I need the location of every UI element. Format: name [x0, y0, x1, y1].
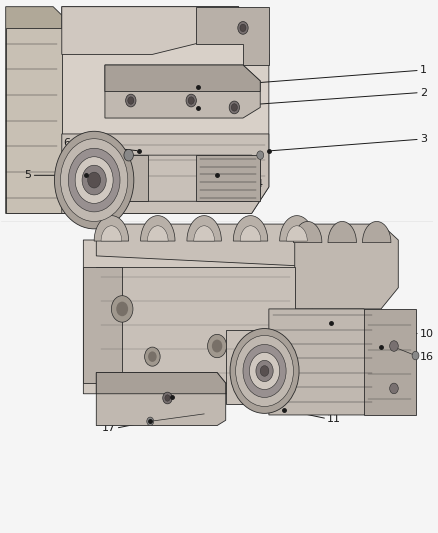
- Polygon shape: [195, 7, 269, 65]
- Polygon shape: [96, 266, 295, 383]
- Circle shape: [124, 149, 134, 161]
- Text: 18: 18: [123, 399, 137, 409]
- Circle shape: [390, 383, 398, 394]
- Circle shape: [186, 94, 196, 107]
- Circle shape: [257, 151, 264, 159]
- Polygon shape: [293, 222, 322, 243]
- Circle shape: [243, 344, 286, 398]
- Polygon shape: [96, 373, 226, 425]
- Text: 3: 3: [420, 134, 427, 144]
- Circle shape: [236, 335, 293, 407]
- Circle shape: [240, 24, 246, 31]
- Circle shape: [54, 131, 134, 229]
- Text: 6: 6: [64, 139, 71, 149]
- Circle shape: [128, 97, 134, 104]
- Polygon shape: [194, 226, 215, 241]
- Polygon shape: [105, 65, 260, 92]
- Circle shape: [390, 341, 398, 351]
- Polygon shape: [141, 216, 175, 241]
- Circle shape: [82, 165, 106, 195]
- Circle shape: [212, 340, 223, 352]
- Text: 1: 1: [420, 66, 427, 75]
- Circle shape: [148, 351, 157, 362]
- Circle shape: [250, 352, 279, 390]
- Text: 2: 2: [420, 87, 427, 98]
- Circle shape: [163, 392, 172, 404]
- Polygon shape: [295, 224, 398, 309]
- Text: 11: 11: [327, 414, 341, 424]
- Circle shape: [238, 21, 248, 34]
- Polygon shape: [6, 28, 62, 214]
- Circle shape: [412, 351, 419, 360]
- Polygon shape: [118, 155, 260, 201]
- Polygon shape: [105, 65, 260, 118]
- Polygon shape: [364, 309, 416, 415]
- Circle shape: [126, 94, 136, 107]
- Circle shape: [75, 157, 113, 204]
- Polygon shape: [279, 216, 314, 241]
- Polygon shape: [328, 222, 357, 243]
- Circle shape: [68, 148, 120, 212]
- Polygon shape: [286, 226, 307, 241]
- Circle shape: [145, 347, 160, 366]
- Polygon shape: [83, 266, 122, 383]
- Polygon shape: [62, 7, 239, 54]
- Polygon shape: [96, 224, 329, 266]
- Polygon shape: [195, 155, 260, 201]
- Polygon shape: [269, 309, 377, 415]
- Text: 17: 17: [102, 423, 116, 433]
- Polygon shape: [96, 373, 226, 394]
- Polygon shape: [101, 226, 122, 241]
- Circle shape: [60, 139, 128, 221]
- Circle shape: [88, 172, 101, 188]
- Circle shape: [188, 97, 194, 104]
- Circle shape: [231, 104, 237, 111]
- Polygon shape: [233, 216, 268, 241]
- Circle shape: [256, 360, 273, 382]
- Polygon shape: [83, 240, 325, 394]
- Circle shape: [260, 366, 269, 376]
- Polygon shape: [62, 7, 269, 214]
- Polygon shape: [240, 226, 261, 241]
- Circle shape: [208, 334, 226, 358]
- Text: 16: 16: [420, 352, 434, 361]
- Text: 5: 5: [25, 171, 32, 180]
- Polygon shape: [148, 226, 168, 241]
- Polygon shape: [363, 222, 391, 243]
- Circle shape: [116, 302, 128, 316]
- Circle shape: [229, 101, 240, 114]
- Polygon shape: [226, 330, 273, 405]
- Circle shape: [111, 296, 133, 322]
- Polygon shape: [94, 216, 129, 241]
- Polygon shape: [118, 155, 148, 201]
- Polygon shape: [6, 7, 88, 214]
- Circle shape: [165, 395, 170, 401]
- Text: 10: 10: [420, 329, 434, 339]
- Polygon shape: [62, 134, 269, 214]
- Circle shape: [230, 328, 299, 414]
- Circle shape: [147, 417, 154, 425]
- Polygon shape: [187, 216, 221, 241]
- Text: 4: 4: [256, 179, 263, 189]
